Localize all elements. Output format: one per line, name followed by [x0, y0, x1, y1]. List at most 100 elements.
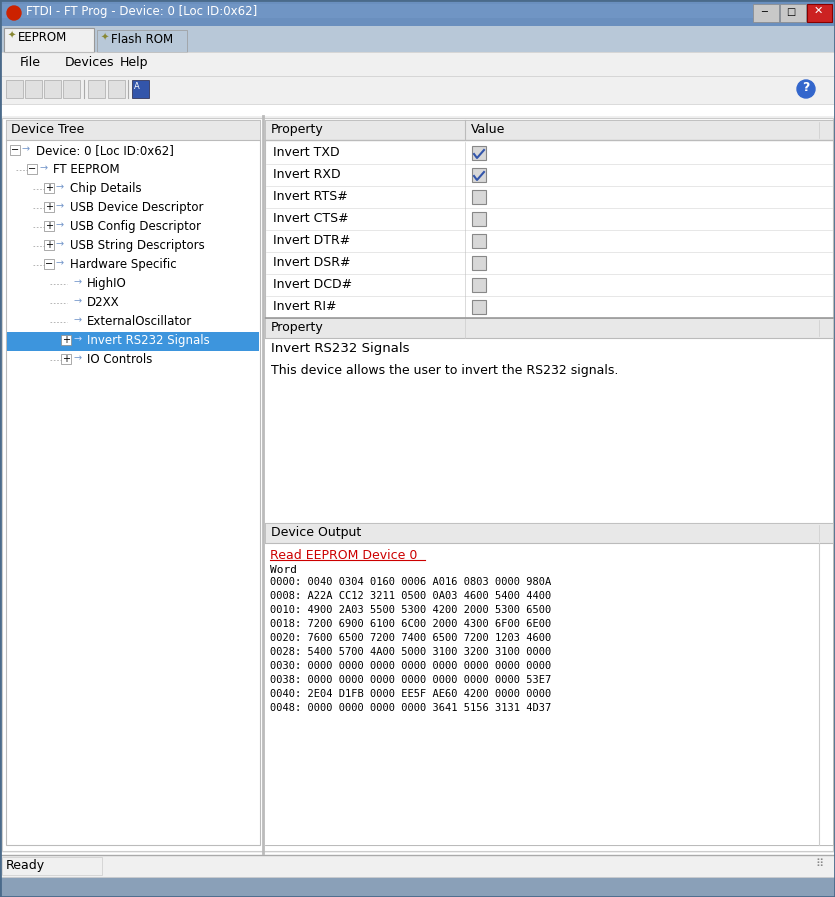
Bar [472, 168, 486, 182]
Text: 0040: 2E04 D1FB 0000 EE5F AE60 4200 0000 0000: 0040: 2E04 D1FB 0000 EE5F AE60 4200 0000… [270, 689, 551, 699]
Bar [0, 76, 835, 104]
Text: +: + [62, 335, 70, 345]
Text: →: → [73, 353, 81, 363]
Text: USB Config Descriptor: USB Config Descriptor [70, 220, 201, 233]
Circle shape [7, 6, 21, 20]
Text: +: + [45, 240, 53, 250]
Text: Invert TXD: Invert TXD [273, 146, 340, 159]
Bar [97, 30, 187, 52]
Text: ─: ─ [761, 7, 767, 17]
Text: →: → [56, 182, 64, 192]
Bar [780, 4, 806, 22]
Text: →: → [73, 296, 81, 306]
Bar [25, 80, 42, 98]
Text: Invert RTS#: Invert RTS# [273, 190, 347, 203]
Text: +: + [45, 183, 53, 193]
Text: Invert RI#: Invert RI# [273, 300, 337, 313]
Text: File: File [20, 56, 41, 69]
Bar [132, 80, 149, 98]
Text: HighIO: HighIO [87, 277, 127, 290]
Text: +: + [45, 202, 53, 212]
Text: ?: ? [802, 81, 809, 94]
Text: Invert DTR#: Invert DTR# [273, 234, 350, 247]
Text: →: → [56, 201, 64, 211]
Text: Ready: Ready [6, 859, 45, 872]
Bar [0, 877, 835, 897]
Text: Invert RXD: Invert RXD [273, 168, 341, 181]
Text: ✦: ✦ [101, 33, 109, 43]
Text: Help: Help [120, 56, 149, 69]
Text: Invert DSR#: Invert DSR# [273, 256, 351, 269]
Bar [6, 120, 260, 140]
Bar [10, 145, 20, 155]
Bar [6, 120, 260, 845]
Text: □: □ [786, 7, 795, 17]
Text: FTDI - FT Prog - Device: 0 [Loc ID:0x62]: FTDI - FT Prog - Device: 0 [Loc ID:0x62] [26, 5, 257, 18]
Bar [0, 4, 835, 18]
Bar [6, 80, 23, 98]
Bar [61, 335, 71, 345]
Text: 0018: 7200 6900 6100 6C00 2000 4300 6F00 6E00: 0018: 7200 6900 6100 6C00 2000 4300 6F00… [270, 619, 551, 629]
Text: +: + [62, 354, 70, 364]
Text: Device Output: Device Output [271, 526, 362, 539]
Bar [472, 278, 486, 292]
Bar [265, 338, 833, 523]
Bar [265, 120, 833, 140]
Bar [472, 256, 486, 270]
Text: Chip Details: Chip Details [70, 182, 142, 195]
Bar [88, 80, 105, 98]
Text: ExternalOscillator: ExternalOscillator [87, 315, 192, 328]
Text: Invert CTS#: Invert CTS# [273, 212, 349, 225]
Text: 0000: 0040 0304 0160 0006 A016 0803 0000 980A: 0000: 0040 0304 0160 0006 A016 0803 0000… [270, 577, 551, 587]
Bar [2, 857, 102, 875]
Text: 0008: A22A CC12 3211 0500 0A03 4600 5400 4400: 0008: A22A CC12 3211 0500 0A03 4600 5400… [270, 591, 551, 601]
Text: →: → [39, 163, 47, 173]
Text: Property: Property [271, 123, 324, 136]
Text: Property: Property [271, 321, 324, 334]
Text: →: → [22, 144, 30, 154]
Text: D2XX: D2XX [87, 296, 119, 309]
Text: +: + [45, 221, 53, 231]
Text: Invert DCD#: Invert DCD# [273, 278, 352, 291]
Text: Device: 0 [Loc ID:0x62]: Device: 0 [Loc ID:0x62] [36, 144, 174, 157]
Text: →: → [56, 220, 64, 230]
Text: Flash ROM: Flash ROM [111, 33, 173, 46]
Text: 0048: 0000 0000 0000 0000 3641 5156 3131 4D37: 0048: 0000 0000 0000 0000 3641 5156 3131… [270, 703, 551, 713]
Bar [0, 855, 835, 877]
Text: −: − [28, 164, 36, 174]
Bar [472, 212, 486, 226]
Bar [108, 80, 125, 98]
Bar [44, 183, 54, 193]
Text: Value: Value [471, 123, 505, 136]
Bar [44, 202, 54, 212]
Text: −: − [11, 145, 19, 155]
Bar [61, 354, 71, 364]
Bar [7, 332, 259, 351]
Text: ✕: ✕ [814, 6, 823, 16]
Text: 0028: 5400 5700 4A00 5000 3100 3200 3100 0000: 0028: 5400 5700 4A00 5000 3100 3200 3100… [270, 647, 551, 657]
Bar [0, 52, 835, 76]
Bar [753, 4, 779, 22]
Bar [2, 118, 833, 851]
Text: 0038: 0000 0000 0000 0000 0000 0000 0000 53E7: 0038: 0000 0000 0000 0000 0000 0000 0000… [270, 675, 551, 685]
Text: →: → [56, 239, 64, 249]
Text: ⠿: ⠿ [815, 859, 823, 869]
Text: 0020: 7600 6500 7200 7400 6500 7200 1203 4600: 0020: 7600 6500 7200 7400 6500 7200 1203… [270, 633, 551, 643]
Text: This device allows the user to invert the RS232 signals.: This device allows the user to invert th… [271, 364, 619, 377]
Text: EEPROM: EEPROM [18, 31, 68, 44]
Text: →: → [73, 277, 81, 287]
Bar [472, 300, 486, 314]
Text: →: → [56, 258, 64, 268]
Text: →: → [73, 315, 81, 325]
Bar [0, 26, 835, 52]
Bar [265, 120, 833, 845]
Text: ✦: ✦ [8, 31, 16, 41]
Circle shape [797, 80, 815, 98]
Bar [44, 240, 54, 250]
Text: USB Device Descriptor: USB Device Descriptor [70, 201, 204, 214]
Text: Word: Word [270, 565, 297, 575]
Bar [472, 190, 486, 204]
Bar [472, 234, 486, 248]
Bar [63, 80, 80, 98]
Bar [4, 28, 94, 52]
